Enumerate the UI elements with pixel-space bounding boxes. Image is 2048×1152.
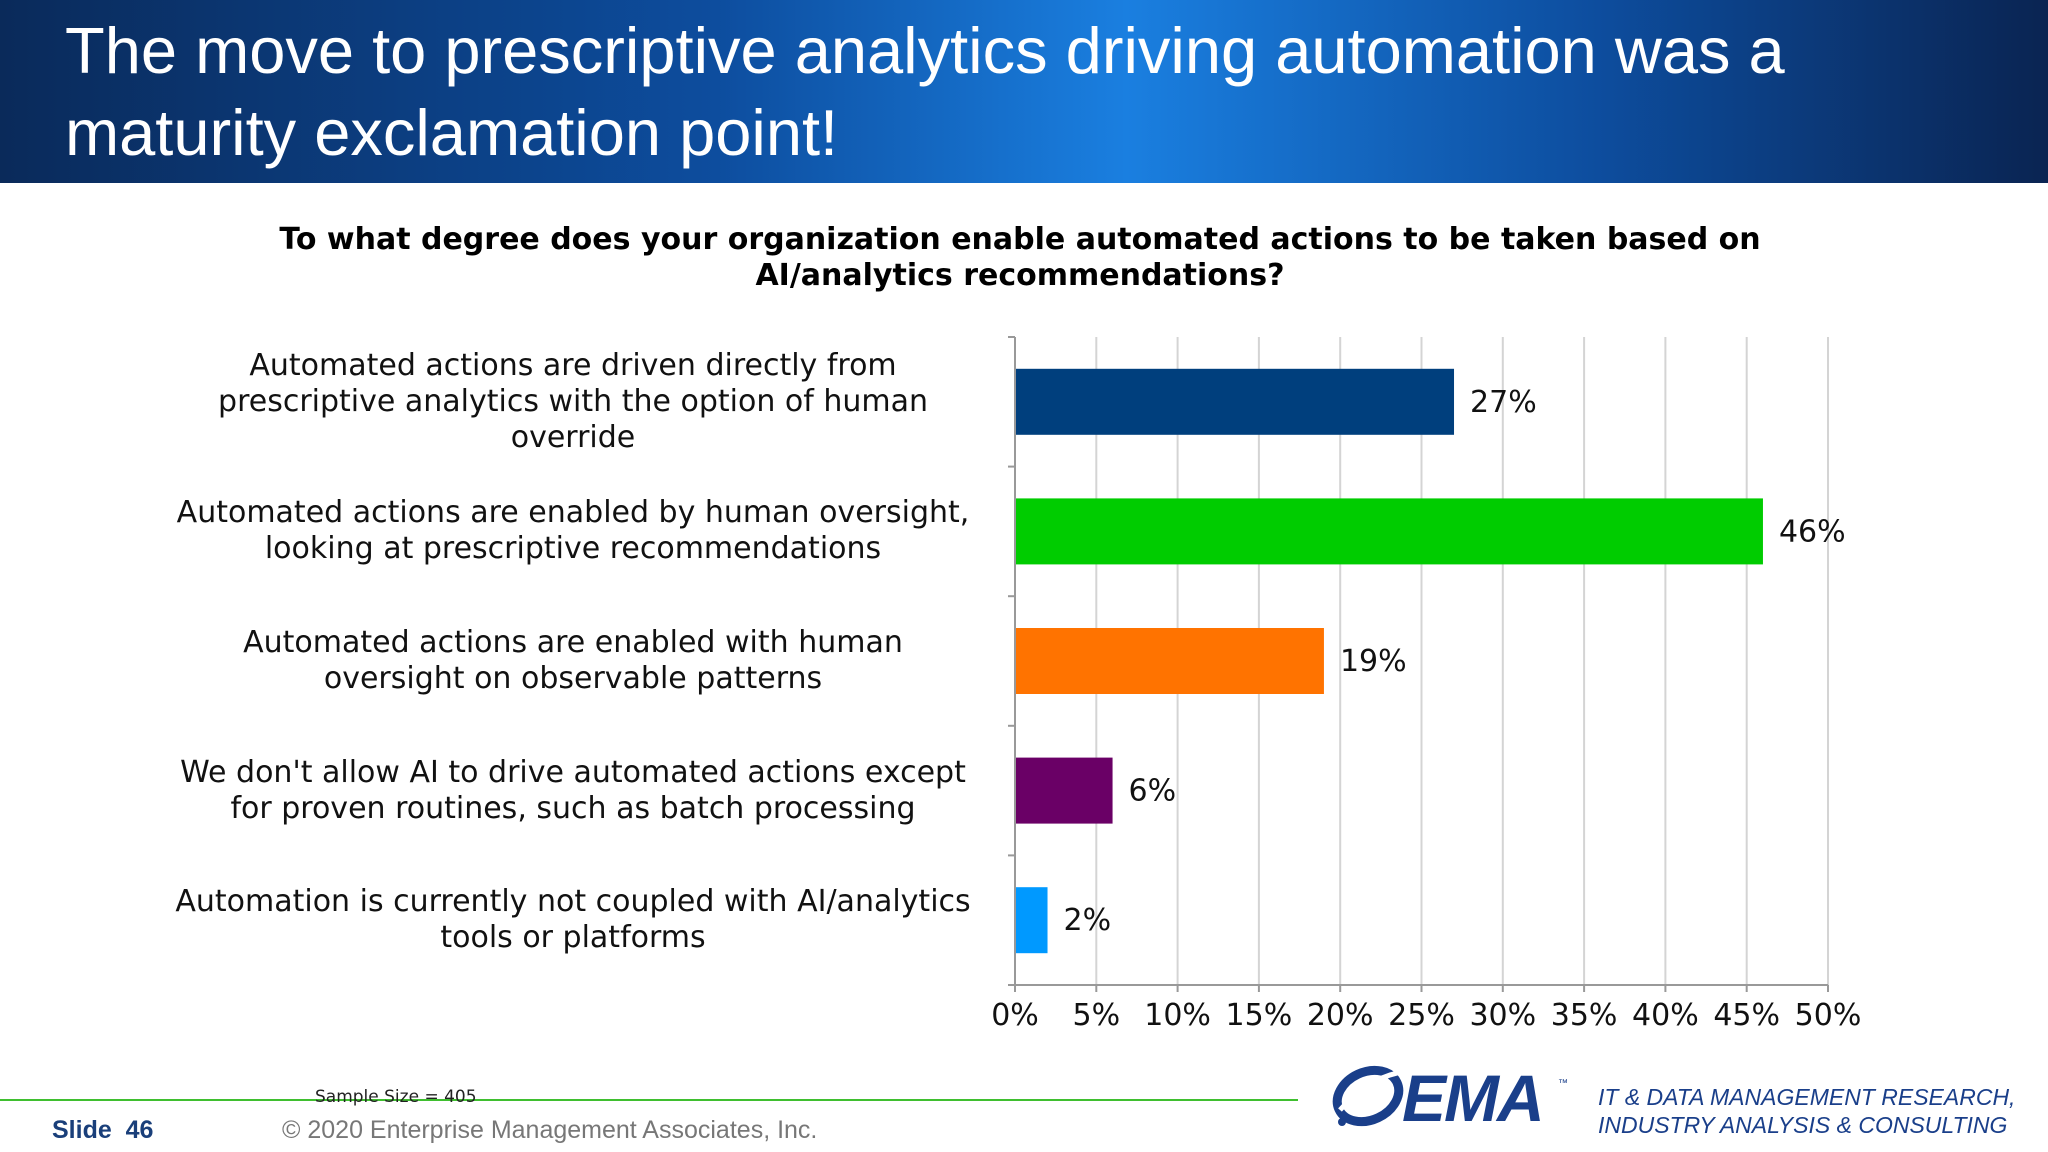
company-tagline: IT & DATA MANAGEMENT RESEARCH, INDUSTRY …: [1598, 1083, 2038, 1139]
x-tick-label: 30%: [1469, 998, 1536, 1033]
x-tick-label: 40%: [1632, 998, 1699, 1033]
slide-label: Slide: [52, 1116, 112, 1144]
x-tick-label: 0%: [991, 998, 1039, 1033]
bar: [1016, 887, 1048, 954]
copyright-notice: © 2020 Enterprise Management Associates,…: [282, 1116, 818, 1144]
category-label-line: Automated actions are enabled by human o…: [176, 495, 970, 531]
x-tick-label: 15%: [1226, 998, 1293, 1033]
category-label-line: Automation is currently not coupled with…: [175, 884, 971, 920]
x-tick-label: 35%: [1551, 998, 1618, 1033]
footer-divider: [0, 1099, 1298, 1101]
category-label: Automation is currently not coupled with…: [160, 884, 986, 956]
data-label: 46%: [1779, 514, 1846, 549]
category-label: Automated actions are driven directly fr…: [160, 348, 986, 456]
x-tick-label: 5%: [1073, 998, 1121, 1033]
tagline-line-2: INDUSTRY ANALYSIS & CONSULTING: [1598, 1112, 2008, 1138]
slide-title: The move to prescriptive analytics drivi…: [65, 14, 1785, 169]
bar: [1016, 757, 1113, 824]
bar: [1016, 628, 1324, 694]
ema-logo: EMA ™: [1330, 1058, 1570, 1140]
bar: [1016, 368, 1455, 435]
trademark-mark: ™: [1558, 1078, 1568, 1089]
category-label-line: Automated actions are enabled with human: [243, 625, 903, 660]
category-label-line: looking at prescriptive recommendations: [264, 531, 882, 567]
data-label: 6%: [1129, 774, 1177, 809]
category-label: Automated actions are enabled with human…: [160, 625, 986, 697]
category-label-line: for proven routines, such as batch proce…: [230, 790, 916, 826]
bar-chart: 0% 5% 10% 15% 20% 25% 30% 35% 40% 45% 50% 27% 46% 19%…: [991, 336, 1862, 1033]
category-label-line: tools or platforms: [440, 920, 706, 956]
slide-number: Slide 46: [52, 1116, 153, 1145]
data-label: 27%: [1470, 385, 1537, 420]
x-tick-label: 45%: [1713, 998, 1780, 1033]
bar: [1016, 498, 1763, 565]
category-label-line: We don't allow AI to drive automated act…: [180, 754, 966, 790]
x-tick-label: 50%: [1795, 998, 1862, 1033]
data-label: 2%: [1064, 903, 1112, 938]
x-tick-label: 20%: [1307, 998, 1374, 1033]
tagline-line-1: IT & DATA MANAGEMENT RESEARCH,: [1598, 1084, 2016, 1110]
category-label-line: override: [510, 419, 636, 455]
slide-number-value: 46: [125, 1116, 154, 1144]
x-tick-label: 25%: [1388, 998, 1455, 1033]
ema-logo-text: EMA: [1402, 1061, 1545, 1135]
category-label: We don't allow AI to drive automated act…: [160, 755, 986, 827]
chart-title: To what degree does your organization en…: [279, 222, 1761, 293]
x-tick-label: 10%: [1144, 998, 1211, 1033]
category-label-line: oversight on observable patterns: [323, 661, 823, 696]
category-label-line: Automated actions are driven directly fr…: [249, 347, 897, 383]
sample-size: Sample Size = 405: [315, 1087, 477, 1107]
category-label: Automated actions are enabled by human o…: [160, 495, 986, 567]
data-label: 19%: [1340, 644, 1407, 679]
title-banner: The move to prescriptive analytics drivi…: [0, 0, 2048, 183]
category-label-line: prescriptive analytics with the option o…: [218, 383, 928, 419]
ema-swoosh-icon: [1332, 1065, 1404, 1127]
